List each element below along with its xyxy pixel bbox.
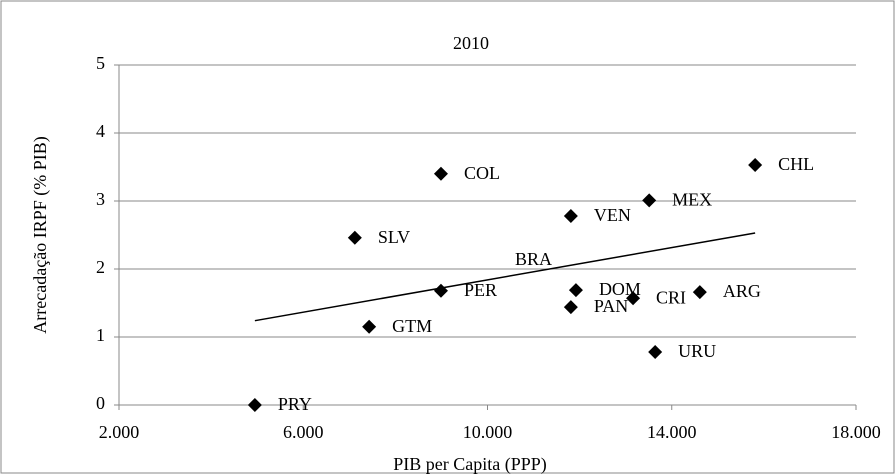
point-label: URU	[678, 341, 716, 361]
point-label: ARG	[723, 281, 761, 301]
trendline	[254, 232, 756, 322]
point-label: PAN	[594, 296, 628, 316]
point	[433, 166, 448, 181]
y-tick-label: 3	[96, 189, 105, 209]
point	[648, 344, 663, 359]
y-axis-label: Arrecadação IRPF (% PIB)	[30, 136, 51, 333]
point-label: SLV	[378, 227, 410, 247]
y-tick-label: 4	[96, 121, 105, 141]
point	[568, 283, 583, 298]
x-tick-label: 18.000	[831, 422, 881, 442]
x-tick-label: 2.000	[99, 422, 140, 442]
x-tick-label: 6.000	[283, 422, 324, 442]
point	[563, 208, 578, 223]
point	[642, 193, 657, 208]
point-label: MEX	[672, 189, 712, 209]
annotation: BRA	[515, 249, 552, 269]
point-label: COL	[464, 163, 500, 183]
y-tick-label: 0	[96, 393, 105, 413]
point-label: PRY	[278, 394, 312, 414]
point	[692, 285, 707, 300]
point-label: PER	[464, 280, 497, 300]
y-tick-label: 1	[96, 325, 105, 345]
point	[626, 291, 641, 306]
y-tick-label: 2	[96, 257, 105, 277]
point-label: VEN	[594, 205, 631, 225]
point	[347, 230, 362, 245]
x-tick-label: 10.000	[463, 422, 513, 442]
point-label: CHL	[778, 154, 814, 174]
x-axis-label: PIB per Capita (PPP)	[393, 454, 547, 475]
point-label: GTM	[392, 316, 432, 336]
point	[362, 319, 377, 334]
y-tick-label: 5	[96, 53, 105, 73]
point	[563, 300, 578, 315]
point-label: CRI	[656, 287, 686, 307]
x-tick-label: 14.000	[647, 422, 697, 442]
chart-title: 2010	[453, 33, 489, 53]
point	[433, 283, 448, 298]
point	[247, 398, 262, 412]
point	[748, 157, 763, 172]
